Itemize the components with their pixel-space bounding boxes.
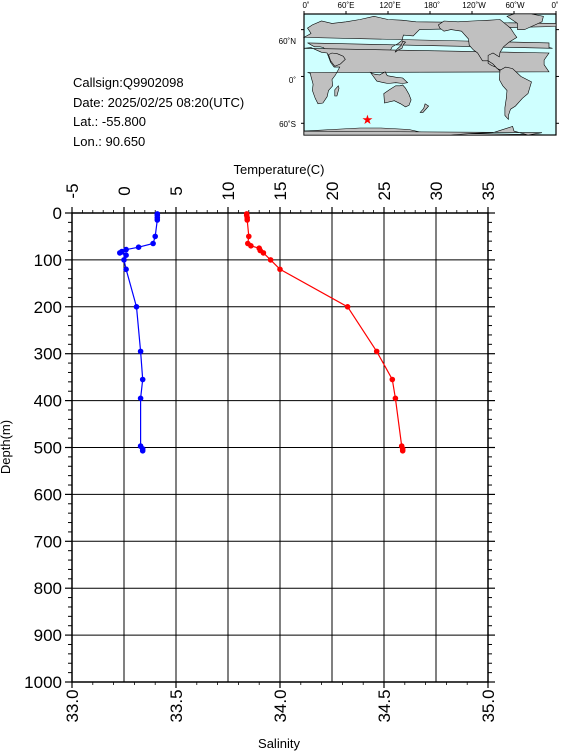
temperature-tick-label: 30 [427, 182, 446, 201]
station-marker-icon: ★ [362, 112, 374, 127]
depth-tick-label: 200 [34, 298, 62, 317]
temperature-tick-label: -5 [63, 183, 82, 198]
map-lon-label: 0˚ [302, 1, 309, 10]
map-lon-label: 60˚W [505, 1, 525, 10]
map-lon-label: 120˚W [462, 1, 486, 10]
map-landmass [506, 13, 544, 30]
salinity-data-point [154, 217, 161, 223]
map-landmass [383, 84, 412, 108]
depth-tick-label: 900 [34, 626, 62, 645]
temperature-data-point [344, 304, 351, 310]
salinity-tick-label: 33.0 [63, 689, 82, 722]
map-landmass [303, 126, 543, 136]
depth-tick-label: 500 [34, 439, 62, 458]
map-lat-label: 0˚ [289, 76, 296, 85]
map-longitude-labels: 0˚ 60˚E 120˚E 180˚ 120˚W 60˚W 0˚ [302, 1, 558, 10]
salinity-data-point [121, 257, 127, 263]
longitude-text: Lon.: 90.650 [73, 134, 145, 149]
temperature-tick-label: 10 [219, 182, 238, 201]
salinity-data-point [137, 395, 144, 402]
map-lon-label: 0˚ [551, 1, 558, 10]
salinity-data-point [152, 233, 158, 240]
temperature-tick-label: 35 [479, 182, 498, 201]
map-lon-label: 60˚E [338, 1, 355, 10]
temperature-profile-line [246, 213, 404, 451]
depth-tick-label: 400 [34, 392, 62, 411]
map-lat-label: 60˚N [279, 37, 297, 46]
temperature-tick-label: 20 [323, 182, 342, 201]
temperature-axis-title: Temperature(C) [233, 162, 324, 177]
map-lat-label: 60˚S [279, 120, 296, 129]
salinity-data-point [137, 348, 144, 355]
map-lon-label: 120˚E [379, 1, 400, 10]
map-landmasses [302, 13, 557, 136]
latitude-text: Lat.: -55.800 [73, 114, 146, 129]
temperature-data-point [267, 257, 274, 263]
temperature-data-point [246, 233, 252, 240]
temperature-data-point [399, 448, 406, 454]
temperature-data-point [373, 348, 380, 355]
map-frame-ticks [301, 11, 559, 124]
salinity-data-point [139, 376, 146, 383]
callsign-text: Callsign:Q9902098 [73, 75, 184, 90]
temperature-data-point [244, 217, 250, 223]
map-landmass [303, 47, 550, 105]
map-landmass [498, 66, 532, 121]
temperature-data-point [389, 376, 396, 383]
depth-tick-label: 100 [34, 251, 62, 270]
depth-tick-label: 300 [34, 345, 62, 364]
date-text: Date: 2025/02/25 08:20(UTC) [73, 95, 244, 110]
temperature-tick-labels: -5 0 5 10 15 20 25 30 35 [63, 182, 498, 213]
depth-tick-labels: 0 100 200 300 400 500 600 700 800 900 1000 [24, 204, 495, 692]
salinity-data-point [117, 250, 123, 256]
salinity-data-point [135, 244, 142, 250]
salinity-data-point [123, 252, 129, 258]
depth-tick-label: 700 [34, 532, 62, 551]
chart-grid [71, 212, 489, 683]
world-map: 0˚ 60˚E 120˚E 180˚ 120˚W 60˚W 0˚ 60˚N 0˚… [279, 1, 559, 136]
salinity-tick-labels: 33.0 33.5 34.0 34.5 35.0 [63, 682, 498, 723]
temperature-tick-label: 15 [271, 182, 290, 201]
temperature-data-point [260, 250, 267, 256]
salinity-data-point [150, 240, 156, 247]
salinity-tick-label: 34.0 [271, 689, 290, 722]
temperature-tick-label: 25 [375, 182, 394, 201]
map-landmass [328, 52, 346, 67]
depth-tick-label: 1000 [24, 673, 62, 692]
depth-tick-label: 800 [34, 579, 62, 598]
temperature-data-point [248, 243, 254, 249]
salinity-data-point [139, 448, 146, 454]
map-landmass [438, 19, 518, 62]
depth-minor-ticks [68, 221, 492, 674]
salinity-tick-label: 34.5 [375, 689, 394, 722]
map-landmass [394, 40, 407, 53]
temperature-tick-label: 0 [115, 186, 134, 195]
map-landmass [419, 103, 430, 113]
temperature-data-point [277, 266, 283, 273]
map-latitude-labels: 60˚N 0˚ 60˚S [279, 37, 297, 129]
map-landmass [334, 85, 340, 97]
salinity-tick-label: 35.0 [479, 689, 498, 722]
map-landmass [369, 71, 409, 84]
temperature-tick-label: 5 [167, 186, 186, 195]
salinity-tick-label: 33.5 [167, 689, 186, 722]
station-info: Callsign:Q9902098 Date: 2025/02/25 08:20… [73, 75, 244, 149]
salinity-data-point [133, 304, 140, 310]
depth-tick-label: 0 [53, 204, 62, 223]
salinity-data-point [123, 246, 129, 253]
salinity-data-point [123, 266, 129, 273]
map-lon-label: 180˚ [424, 1, 440, 10]
depth-tick-label: 600 [34, 485, 62, 504]
salinity-axis-title: Salinity [258, 736, 300, 751]
chart-series [117, 211, 406, 454]
temperature-data-point [392, 395, 399, 402]
depth-axis-title: Depth(m) [0, 420, 13, 474]
